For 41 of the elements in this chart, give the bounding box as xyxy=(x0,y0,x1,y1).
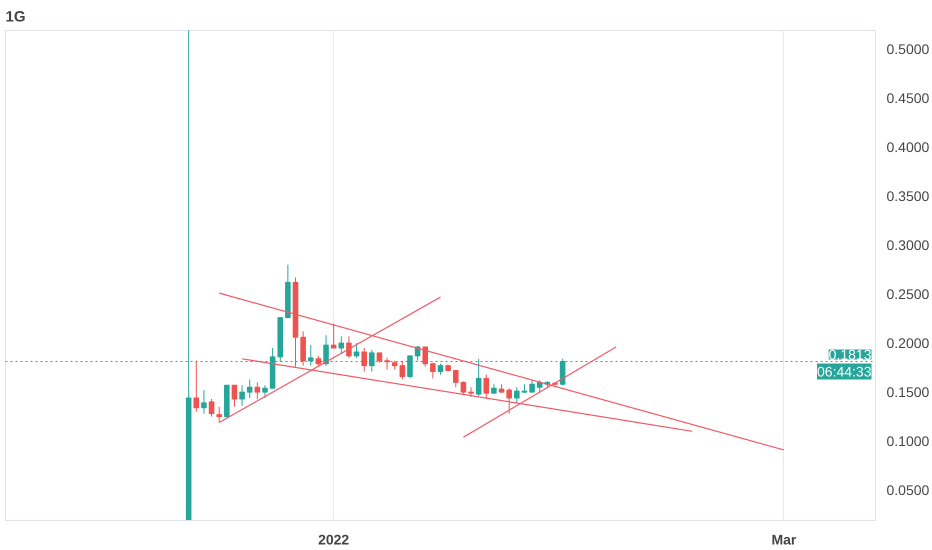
y-tick-label: 0.3500 xyxy=(886,188,930,204)
candlestick xyxy=(300,330,306,366)
candlestick xyxy=(491,384,497,395)
ref-line-label: 0.1813 xyxy=(828,346,872,362)
candlestick xyxy=(232,384,238,408)
candlestick xyxy=(430,362,436,379)
candlestick xyxy=(262,384,268,398)
candlestick xyxy=(400,360,406,380)
candlestick xyxy=(484,374,490,400)
candlestick xyxy=(338,336,344,354)
candlestick xyxy=(514,386,520,404)
candlestick xyxy=(194,360,200,412)
y-tick-label: 0.4500 xyxy=(886,90,930,106)
candlestick xyxy=(201,390,207,414)
y-tick-label: 0.2000 xyxy=(886,335,930,352)
candlestick xyxy=(361,348,367,372)
x-tick-label: 2022 xyxy=(318,532,350,548)
y-tick-label: 0.1500 xyxy=(886,384,930,400)
candlestick xyxy=(468,386,474,398)
candlestick xyxy=(216,406,222,423)
candlestick xyxy=(346,336,352,358)
candlestick xyxy=(246,378,252,398)
candlestick xyxy=(452,370,459,388)
x-tick-label: Mar xyxy=(771,532,797,548)
candlestick xyxy=(460,380,466,396)
candlestick xyxy=(254,382,260,400)
candlestick xyxy=(208,398,214,418)
candlestick xyxy=(529,380,535,393)
y-tick-label: 0.5000 xyxy=(886,41,930,58)
candlestick xyxy=(376,352,382,364)
y-tick-label: 0.0500 xyxy=(886,482,930,498)
annotation: 06:44:33 xyxy=(817,363,872,380)
candlestick xyxy=(330,323,336,349)
y-tick-label: 0.1000 xyxy=(886,433,930,450)
candlestick xyxy=(354,342,360,358)
chart-title: 1G xyxy=(6,8,26,26)
candlestick xyxy=(506,388,512,414)
y-tick-label: 0.4000 xyxy=(886,139,930,156)
y-tick-label: 0.3000 xyxy=(886,237,930,254)
candlestick xyxy=(239,384,245,406)
y-tick-label: 0.2500 xyxy=(886,286,930,302)
